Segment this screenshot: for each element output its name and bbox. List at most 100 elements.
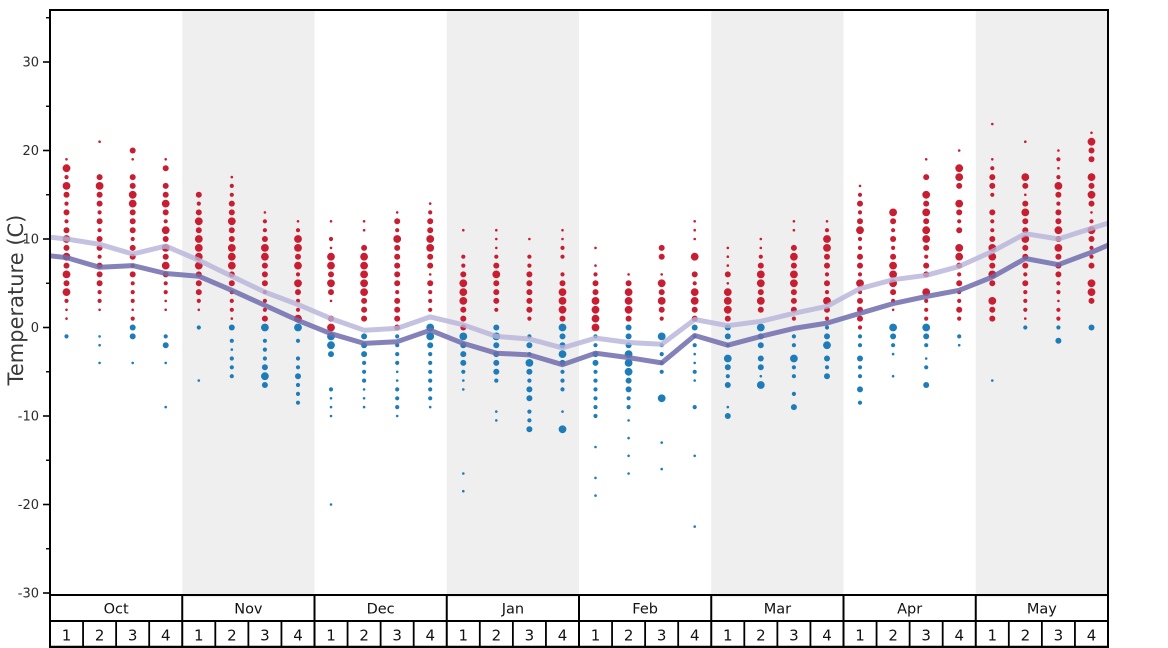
high-temp-dot	[923, 244, 930, 251]
high-temp-dot	[62, 182, 71, 190]
low-temp-dot	[526, 368, 533, 375]
high-temp-dot	[428, 202, 432, 205]
high-temp-dot	[923, 174, 930, 181]
low-temp-dot	[1055, 337, 1062, 344]
high-temp-dot	[856, 279, 864, 288]
high-temp-dot	[591, 305, 600, 314]
high-temp-dot	[394, 218, 401, 225]
low-temp-dot	[295, 391, 301, 396]
high-temp-dot	[957, 149, 961, 152]
low-temp-dot	[428, 369, 433, 374]
high-temp-dot	[327, 279, 335, 288]
low-temp-dot	[593, 378, 598, 383]
high-temp-dot	[560, 272, 565, 277]
high-temp-dot	[65, 158, 68, 161]
high-temp-dot	[990, 166, 995, 171]
low-temp-dot	[857, 334, 863, 339]
high-temp-dot	[261, 236, 268, 242]
low-temp-dot	[824, 355, 830, 362]
low-temp-dot	[462, 472, 465, 475]
high-temp-dot	[327, 323, 335, 332]
high-temp-dot	[162, 182, 169, 189]
low-temp-dot	[295, 382, 301, 388]
low-temp-dot	[395, 414, 399, 418]
high-temp-dot	[591, 314, 600, 323]
high-temp-dot	[889, 261, 897, 270]
low-temp-dot	[756, 323, 765, 332]
high-temp-dot	[657, 297, 666, 305]
low-temp-dot	[756, 381, 765, 389]
month-label-oct: Oct	[104, 602, 129, 618]
high-temp-dot	[460, 271, 467, 278]
high-temp-dot	[228, 209, 235, 216]
high-temp-dot	[130, 316, 135, 321]
high-temp-dot	[228, 280, 235, 287]
low-temp-dot	[924, 343, 929, 348]
high-temp-dot	[194, 235, 203, 243]
high-temp-dot	[857, 236, 863, 242]
high-temp-dot	[493, 262, 500, 269]
low-temp-dot	[593, 387, 598, 392]
high-temp-dot	[62, 270, 71, 279]
high-temp-dot	[262, 228, 267, 233]
high-temp-dot	[924, 316, 929, 321]
high-temp-dot	[726, 282, 730, 285]
low-temp-dot	[196, 325, 201, 330]
low-temp-dot	[395, 396, 400, 401]
high-temp-dot	[790, 279, 798, 288]
high-temp-dot	[426, 235, 435, 243]
high-temp-dot	[459, 297, 468, 305]
high-temp-dot	[164, 158, 167, 161]
high-temp-dot	[63, 191, 70, 198]
high-temp-dot	[989, 306, 996, 313]
high-temp-dot	[328, 271, 334, 278]
high-temp-dot	[495, 228, 498, 232]
low-temp-dot	[295, 400, 301, 405]
high-temp-dot	[63, 244, 70, 251]
high-temp-dot	[790, 262, 797, 269]
high-temp-dot	[394, 253, 401, 260]
y-tick-label: 20	[22, 144, 39, 159]
high-temp-dot	[560, 254, 565, 259]
low-temp-dot	[824, 373, 830, 380]
high-temp-dot	[97, 210, 102, 215]
high-temp-dot	[459, 288, 468, 296]
high-temp-dot	[162, 165, 169, 172]
high-temp-dot	[96, 218, 103, 225]
high-temp-dot	[1088, 182, 1095, 189]
high-temp-dot	[1056, 316, 1061, 321]
high-temp-dot	[1055, 209, 1062, 216]
high-temp-dot	[129, 147, 136, 154]
high-temp-dot	[658, 244, 665, 251]
low-temp-dot	[757, 342, 764, 349]
month-label-dec: Dec	[367, 602, 395, 618]
low-temp-dot	[857, 343, 863, 348]
high-temp-dot	[758, 254, 763, 259]
week-label: 1	[988, 627, 998, 645]
high-temp-dot	[823, 235, 831, 243]
month-label-feb: Feb	[632, 602, 658, 618]
high-temp-dot	[824, 272, 830, 277]
week-label: 1	[591, 627, 601, 645]
week-label: 2	[1021, 627, 1031, 645]
high-temp-dot	[857, 325, 863, 330]
low-temp-dot	[527, 418, 532, 423]
low-temp-dot	[561, 410, 564, 413]
week-label: 4	[822, 627, 832, 645]
low-temp-dot	[460, 359, 467, 366]
high-temp-dot	[164, 308, 167, 312]
low-temp-dot	[428, 378, 433, 383]
low-temp-dot	[395, 370, 399, 374]
low-temp-dot	[624, 367, 633, 376]
high-temp-dot	[923, 218, 930, 225]
low-temp-dot	[657, 394, 666, 403]
low-temp-dot	[592, 359, 599, 366]
high-temp-dot	[95, 182, 104, 190]
high-temp-dot	[527, 316, 532, 321]
high-temp-dot	[492, 270, 501, 279]
high-temp-dot	[130, 281, 135, 286]
high-temp-dot	[1023, 290, 1028, 295]
week-label: 1	[194, 627, 204, 645]
month-band-may	[975, 10, 1108, 597]
